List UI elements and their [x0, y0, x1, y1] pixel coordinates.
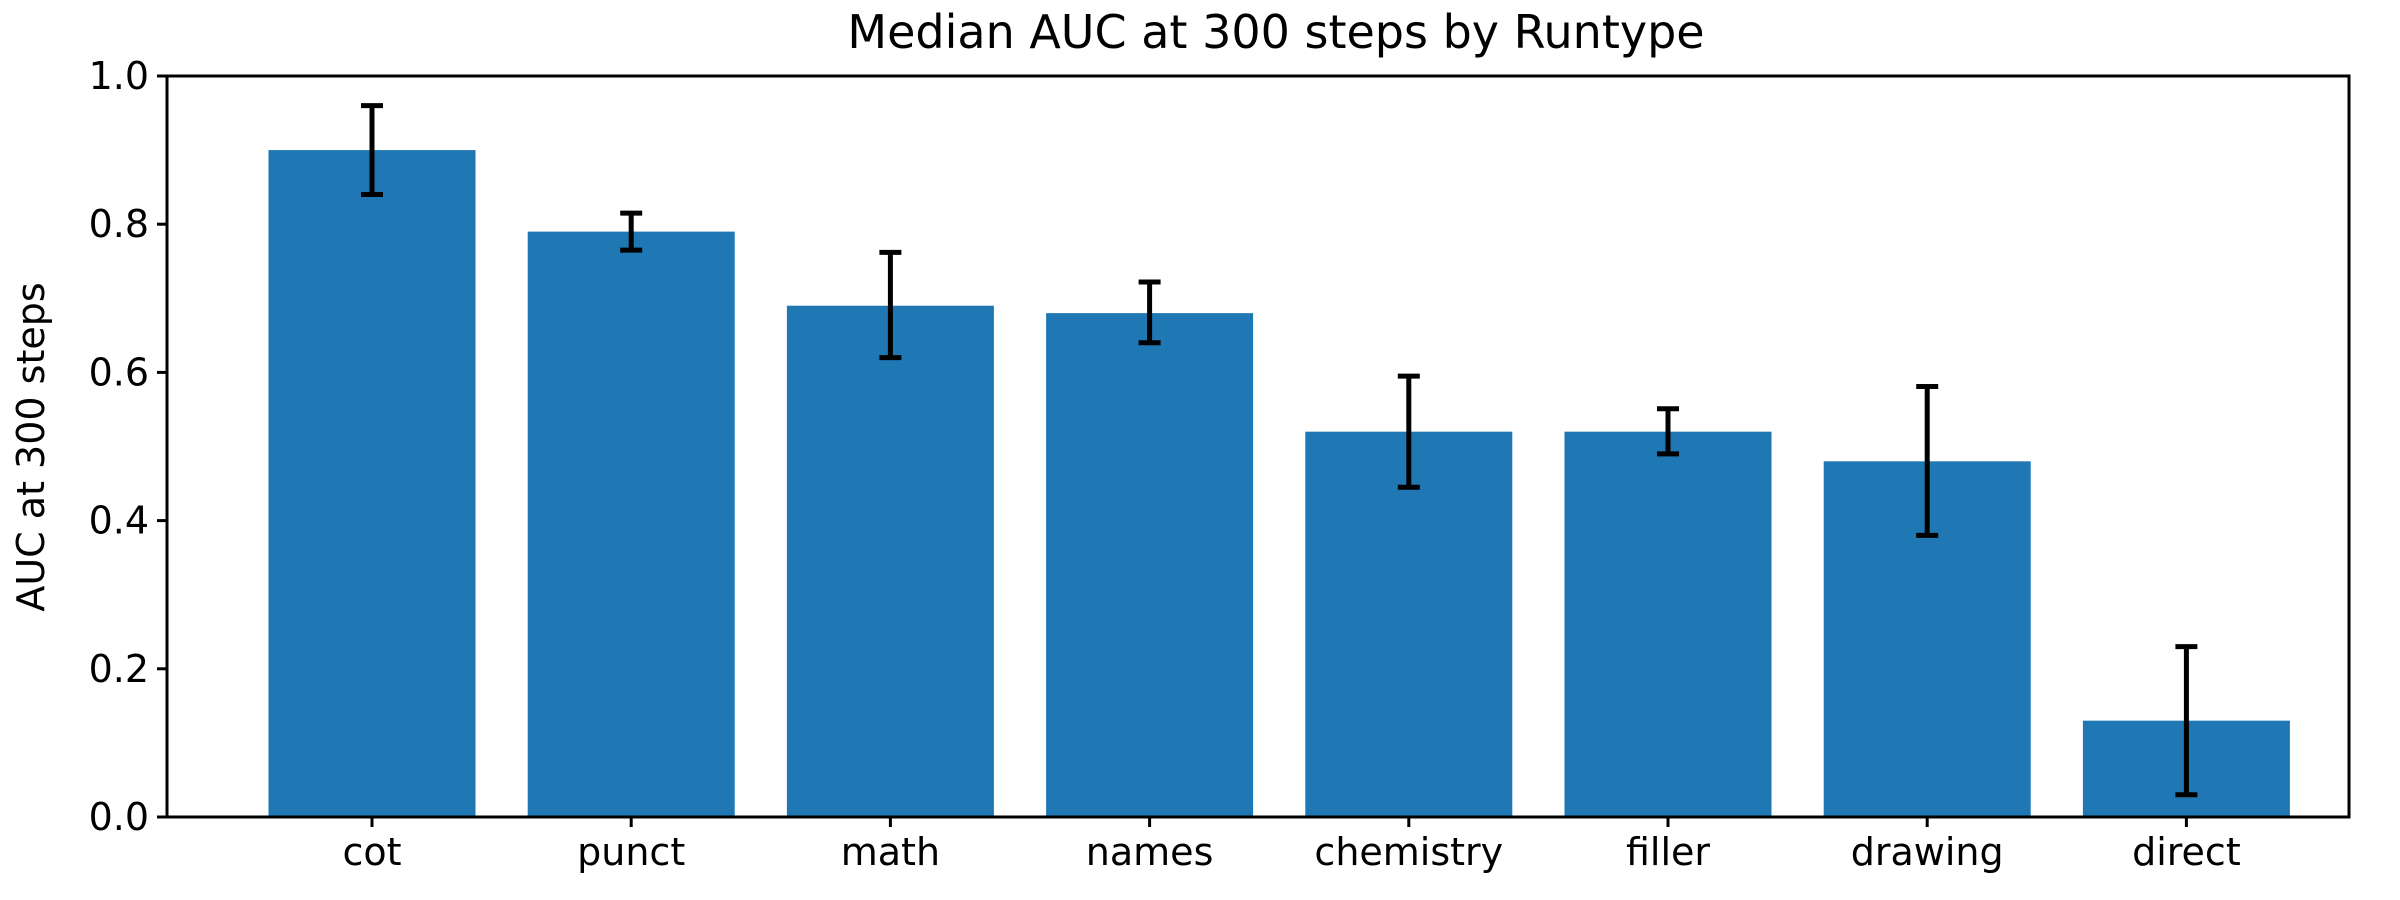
y-tick-label: 0.8 [89, 202, 149, 246]
bar-chemistry [1305, 431, 1513, 817]
x-tick-label-punct: punct [577, 830, 685, 874]
bars-group [268, 150, 2290, 818]
bar-cot [268, 150, 476, 818]
bar-filler [1564, 431, 1772, 817]
bar-names [1046, 313, 1254, 817]
y-tick-label: 0.4 [89, 499, 149, 543]
x-tick-label-filler: filler [1626, 830, 1710, 874]
x-tick-label-cot: cot [342, 830, 401, 874]
error-bars-group [361, 103, 2198, 798]
x-tick-label-drawing: drawing [1851, 830, 2004, 874]
y-axis-label: AUC at 300 steps [9, 282, 53, 611]
bar-punct [527, 231, 735, 818]
y-axis: 0.0 0.2 0.4 0.6 0.8 1.0 [89, 54, 167, 839]
y-tick-label: 1.0 [89, 54, 149, 98]
x-axis: cot punct math names chemistry filler drawing d… [342, 817, 2241, 874]
x-tick-label-names: names [1086, 830, 1214, 874]
plot-frame [165, 74, 2351, 819]
x-tick-label-direct: direct [2132, 830, 2241, 874]
x-tick-label-chemistry: chemistry [1314, 830, 1503, 874]
y-tick-label: 0.0 [89, 795, 149, 839]
x-tick-label-math: math [841, 830, 940, 874]
chart-title: Median AUC at 300 steps by Runtype [847, 5, 1704, 59]
bar-math [786, 305, 994, 817]
y-tick-label: 0.2 [89, 647, 149, 691]
y-tick-label: 0.6 [89, 350, 149, 394]
